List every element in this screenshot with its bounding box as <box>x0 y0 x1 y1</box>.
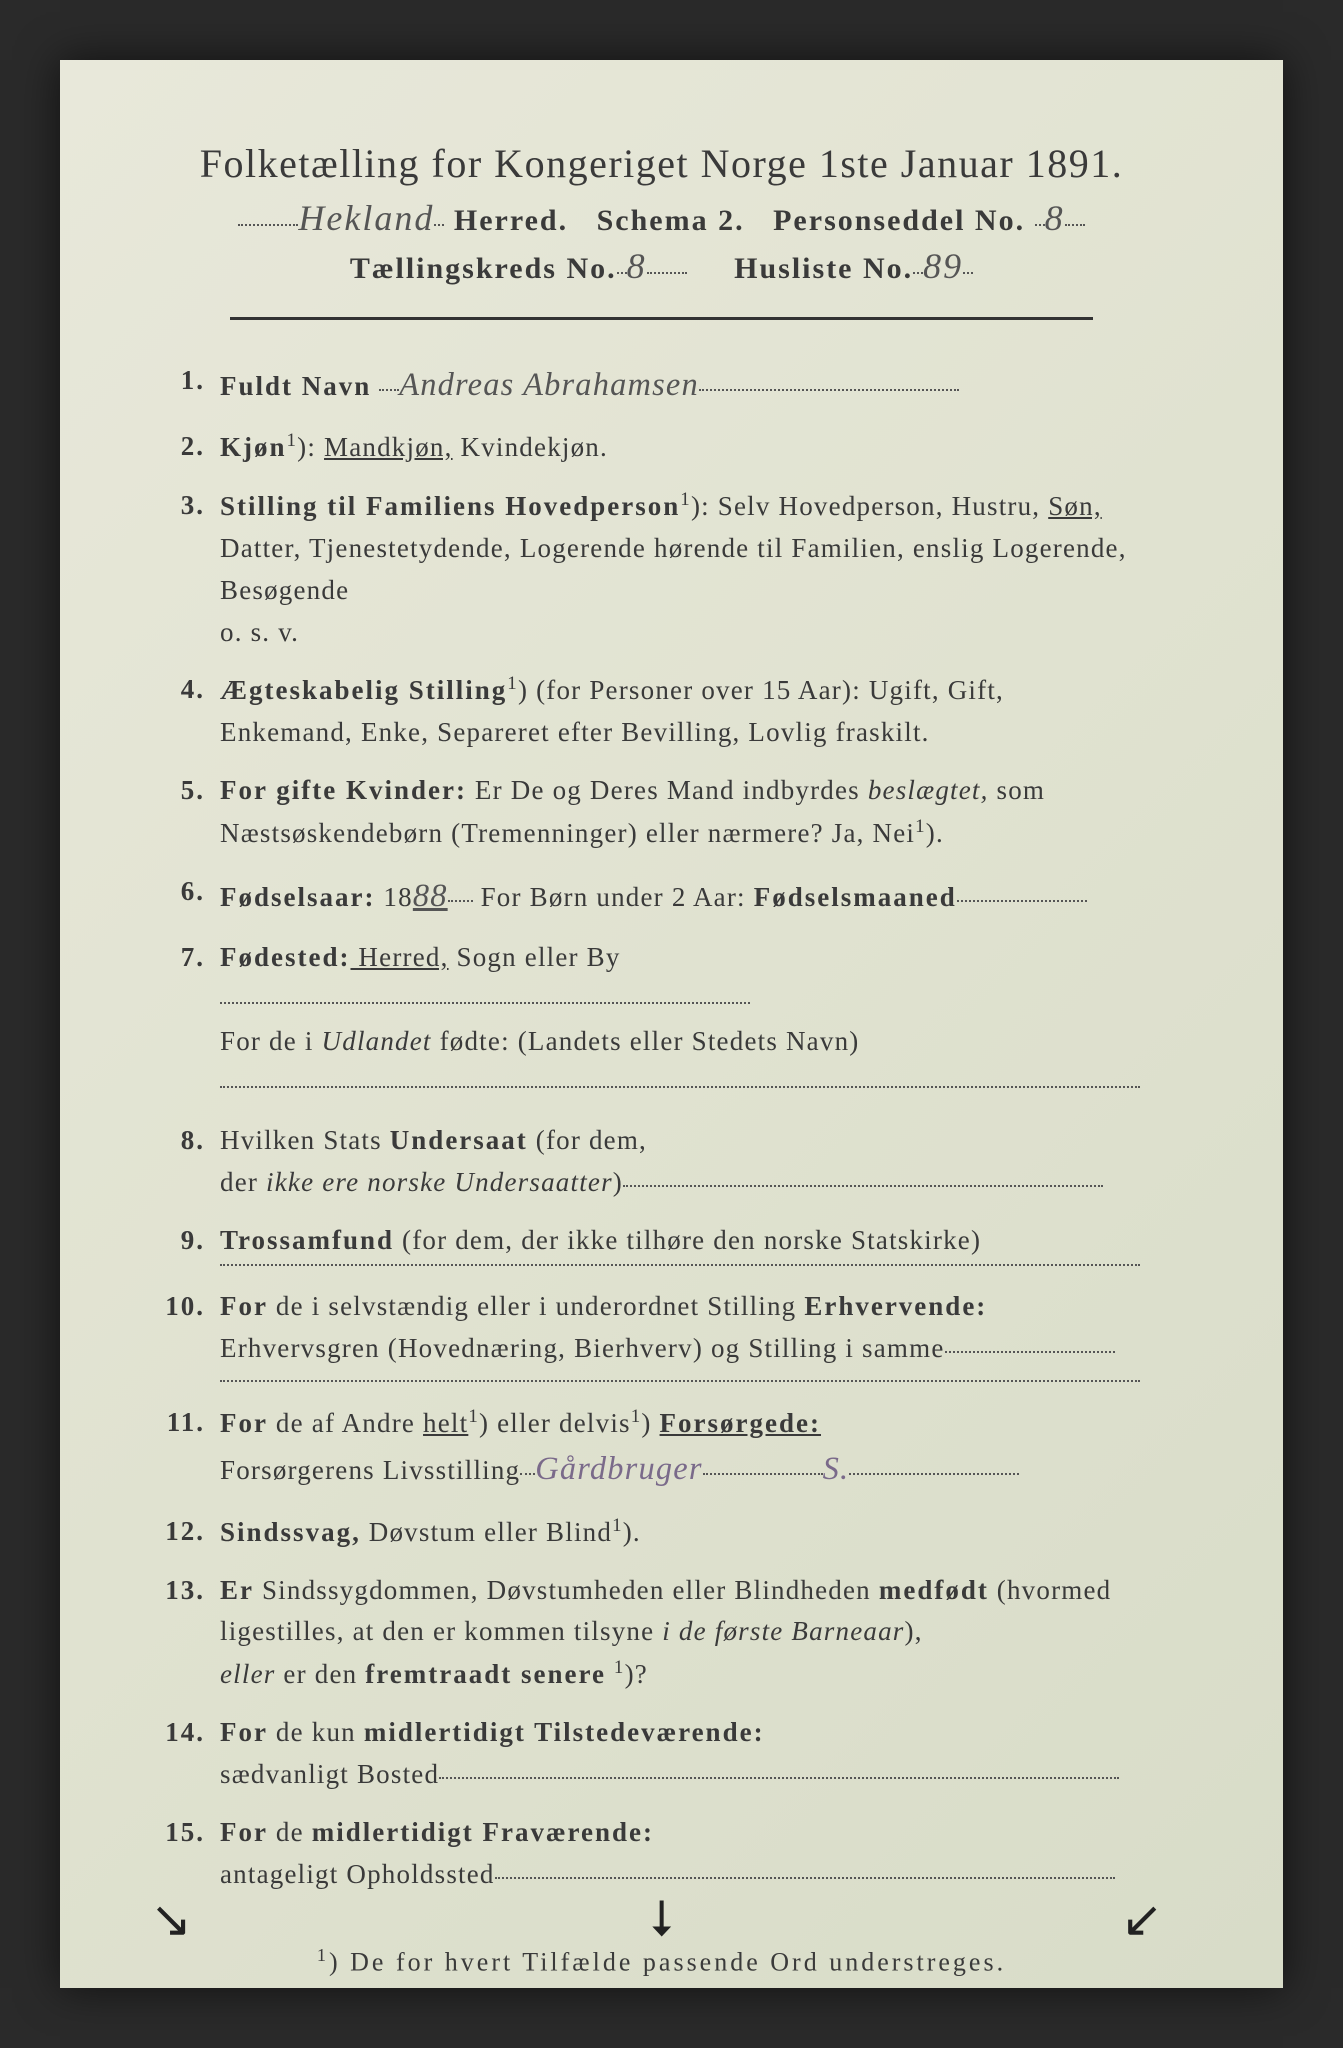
census-form-page: Folketælling for Kongeriget Norge 1ste J… <box>60 60 1283 1988</box>
q12-label: Sindssvag, <box>220 1517 361 1547</box>
personseddel-label: Personseddel No. <box>773 204 1025 237</box>
husliste-no: 89 <box>923 246 963 286</box>
q4: Ægteskabelig Stilling1) (for Personer ov… <box>150 669 1143 754</box>
q9: Trossamfund (for dem, der ikke tilhøre d… <box>150 1220 1143 1270</box>
header-line-3: Tællingskreds No. 8 Husliste No. 89 <box>150 245 1173 287</box>
schema-label: Schema 2. <box>597 204 745 237</box>
header-rule <box>230 317 1093 320</box>
herred-label: Herred. <box>454 204 568 237</box>
q12: Sindssvag, Døvstum eller Blind1). <box>150 1511 1143 1554</box>
q2: Kjøn1): Mandkjøn, Kvindekjøn. <box>150 426 1143 469</box>
personseddel-no: 8 <box>1045 198 1065 238</box>
q7-label: Fødested: <box>220 942 350 972</box>
q10: For de i selvstændig eller i underordnet… <box>150 1286 1143 1386</box>
q13: Er Sindssygdommen, Døvstumheden eller Bl… <box>150 1570 1143 1697</box>
q11: For de af Andre helt1) eller delvis1) Fo… <box>150 1402 1143 1495</box>
q3-label: Stilling til Familiens Hovedperson <box>220 491 680 521</box>
q6-year: 88 <box>413 878 448 914</box>
q15: For de midlertidigt Fraværende: antageli… <box>150 1812 1143 1896</box>
q11-hand: Gårdbruger <box>535 1451 702 1487</box>
q1: Fuldt Navn Andreas Abrahamsen <box>150 360 1143 410</box>
question-list: Fuldt Navn Andreas Abrahamsen Kjøn1): Ma… <box>150 360 1173 1895</box>
binding-mark-right: ↙ <box>1121 1890 1163 1948</box>
q5: For gifte Kvinder: Er De og Deres Mand i… <box>150 770 1143 855</box>
q3: Stilling til Familiens Hovedperson1): Se… <box>150 485 1143 653</box>
binding-mark-left: ↘ <box>150 1890 192 1948</box>
q6: Fødselsaar: 1888 For Børn under 2 Aar: F… <box>150 871 1143 921</box>
q3-son: Søn, <box>1048 491 1102 521</box>
q7: Fødested: Herred, Sogn eller By For de i… <box>150 937 1143 1104</box>
binding-mark-mid: ⭣ <box>650 1889 674 1948</box>
q6-label: Fødselsaar: <box>220 882 375 912</box>
q9-label: Trossamfund <box>220 1225 394 1255</box>
q1-label: Fuldt Navn <box>220 371 371 401</box>
q2-mand: Mandkjøn, <box>324 432 453 462</box>
husliste-label: Husliste No. <box>734 252 913 285</box>
tkreds-label: Tællingskreds No. <box>350 252 617 285</box>
footnote: 1) De for hvert Tilfælde passende Ord un… <box>150 1945 1173 1978</box>
q8: Hvilken Stats Undersaat (for dem, der ik… <box>150 1120 1143 1204</box>
page-title: Folketælling for Kongeriget Norge 1ste J… <box>150 140 1173 187</box>
herred-handwritten: Hekland <box>298 198 434 238</box>
header-line-2: Hekland Herred. Schema 2. Personseddel N… <box>150 197 1173 239</box>
q1-hand: Andreas Abrahamsen <box>399 367 699 403</box>
q14: For de kun midlertidigt Tilstedeværende:… <box>150 1712 1143 1796</box>
q4-label: Ægteskabelig Stilling <box>220 675 507 705</box>
tkreds-no: 8 <box>627 246 647 286</box>
q2-label: Kjøn <box>220 432 287 462</box>
